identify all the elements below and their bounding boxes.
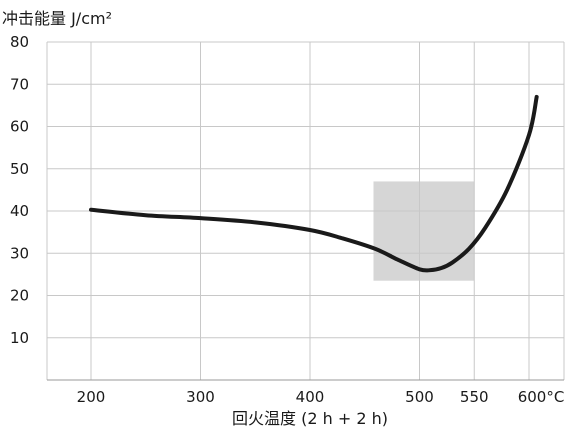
x-tick-labels: 200 300 400 500 550 600°C <box>77 388 565 406</box>
y-tick-label: 20 <box>10 287 29 305</box>
x-tick-label: 300 <box>186 388 215 406</box>
y-tick-label: 40 <box>10 202 29 220</box>
x-tick-label: 400 <box>296 388 325 406</box>
series-line <box>89 94 539 273</box>
x-tick-label: 500 <box>405 388 434 406</box>
x-tick-label: 200 <box>77 388 106 406</box>
y-axis-title: 冲击能量 J/cm² <box>2 9 112 28</box>
highlight-region <box>373 181 475 281</box>
y-tick-label: 80 <box>10 33 29 51</box>
y-tick-label: 70 <box>10 75 29 93</box>
y-tick-labels: 10 20 30 40 50 60 70 80 <box>10 33 29 347</box>
x-axis-title: 回火温度 (2 h + 2 h) <box>232 409 388 428</box>
x-tick-label: 550 <box>460 388 489 406</box>
y-tick-label: 50 <box>10 160 29 178</box>
y-tick-label: 60 <box>10 118 29 136</box>
x-tick-label: 600°C <box>518 388 565 406</box>
grid-lines <box>46 41 565 380</box>
y-tick-label: 30 <box>10 244 29 262</box>
y-tick-label: 10 <box>10 329 29 347</box>
